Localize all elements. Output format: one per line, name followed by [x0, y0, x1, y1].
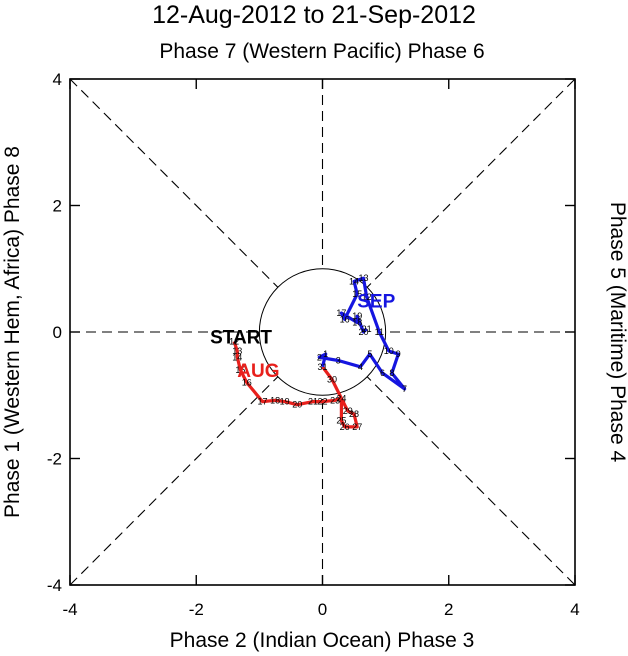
y-tick-label: -2: [47, 450, 62, 469]
day-label: 12: [229, 336, 239, 346]
month-label-sep: SEP: [357, 291, 395, 312]
day-label: 11: [375, 327, 384, 337]
day-label: 15: [352, 289, 362, 299]
day-label: 26: [340, 422, 350, 432]
day-label: 16: [242, 378, 252, 388]
day-label: 29: [343, 406, 353, 416]
day-label: 10: [384, 346, 394, 356]
start-label: START: [210, 327, 272, 348]
series-line-aug: [232, 340, 359, 429]
day-label: 18: [352, 318, 362, 328]
day-label: 3: [336, 355, 341, 365]
day-label: 7: [402, 384, 407, 394]
day-label: 6: [380, 368, 385, 378]
month-label-aug: AUG: [237, 361, 279, 382]
day-label: 9: [396, 349, 401, 359]
day-label: 20: [292, 400, 302, 410]
day-label: 21: [308, 397, 318, 407]
x-tick-label: 2: [444, 600, 453, 619]
day-label: 13: [359, 273, 369, 283]
day-label: 31: [317, 362, 327, 372]
y-tick-label: 4: [53, 70, 62, 89]
x-tick-label: 4: [570, 600, 579, 619]
day-label: 19: [280, 397, 290, 407]
series-line-sep: [317, 276, 407, 391]
day-label: 2: [317, 352, 322, 362]
day-label: 19: [352, 311, 362, 321]
day-label: 28: [349, 409, 359, 419]
day-label: 22: [317, 397, 327, 407]
day-label: 1: [323, 349, 328, 359]
day-label: 5: [367, 349, 372, 359]
day-label: 24: [336, 393, 346, 403]
day-label: 25: [336, 416, 346, 426]
day-label: 4: [358, 362, 363, 372]
day-label: 27: [352, 422, 362, 432]
day-label: 18: [270, 395, 280, 405]
x-tick-label: 0: [318, 600, 327, 619]
x-tick-label: -2: [189, 600, 204, 619]
chart-subtitle: Phase 7 (Western Pacific) Phase 6: [159, 40, 484, 63]
day-label: 12: [362, 292, 372, 302]
day-label: 8: [389, 368, 394, 378]
x-tick-label: -4: [62, 600, 77, 619]
day-label: 20: [359, 327, 369, 337]
day-label: 21: [362, 324, 372, 334]
y-axis-label-right: Phase 5 (Maritime) Phase 4: [606, 202, 628, 463]
day-label: 30: [327, 374, 337, 384]
day-label: 17: [258, 397, 268, 407]
day-label: 16: [340, 314, 350, 324]
day-label: 23: [330, 395, 340, 405]
y-tick-label: -4: [47, 576, 62, 595]
y-axis-label-left: Phase 1 (Western Hem, Africa) Phase 8: [1, 146, 24, 518]
day-label: 13: [232, 346, 242, 356]
x-axis-label: Phase 2 (Indian Ocean) Phase 3: [170, 629, 475, 652]
chart-title: 12-Aug-2012 to 21-Sep-2012: [152, 1, 476, 29]
day-label: 17: [336, 308, 346, 318]
day-label: 14: [232, 352, 242, 362]
day-label: 15: [235, 365, 245, 375]
y-tick-label: 0: [53, 323, 62, 342]
y-tick-label: 2: [53, 197, 62, 216]
day-label: 14: [349, 276, 359, 286]
